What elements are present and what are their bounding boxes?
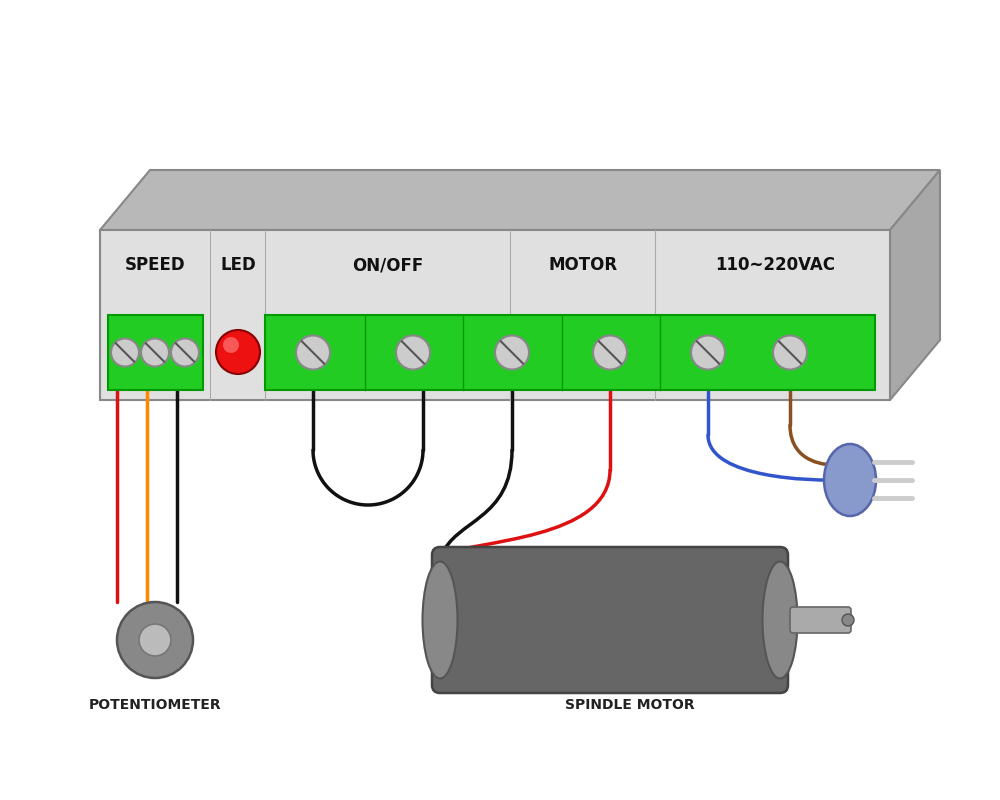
Text: SPINDLE MOTOR: SPINDLE MOTOR bbox=[565, 698, 695, 712]
Ellipse shape bbox=[422, 562, 458, 678]
Circle shape bbox=[117, 602, 193, 678]
Circle shape bbox=[593, 335, 627, 370]
Text: 110~220VAC: 110~220VAC bbox=[715, 256, 835, 274]
Text: LED: LED bbox=[220, 256, 256, 274]
FancyBboxPatch shape bbox=[432, 547, 788, 693]
Ellipse shape bbox=[824, 444, 876, 516]
Text: MOTOR: MOTOR bbox=[548, 256, 618, 274]
Text: POTENTIOMETER: POTENTIOMETER bbox=[89, 698, 221, 712]
Circle shape bbox=[139, 624, 171, 656]
FancyBboxPatch shape bbox=[790, 607, 851, 633]
Circle shape bbox=[495, 335, 529, 370]
Ellipse shape bbox=[763, 562, 798, 678]
FancyBboxPatch shape bbox=[265, 315, 875, 390]
Circle shape bbox=[842, 614, 854, 626]
Circle shape bbox=[141, 338, 169, 366]
Polygon shape bbox=[100, 170, 940, 230]
Text: SPEED: SPEED bbox=[125, 256, 185, 274]
Circle shape bbox=[223, 337, 239, 353]
Circle shape bbox=[171, 338, 199, 366]
FancyBboxPatch shape bbox=[108, 315, 203, 390]
Polygon shape bbox=[890, 170, 940, 400]
Circle shape bbox=[216, 330, 260, 374]
Circle shape bbox=[296, 335, 330, 370]
Circle shape bbox=[773, 335, 807, 370]
Text: ON/OFF: ON/OFF bbox=[352, 256, 424, 274]
FancyBboxPatch shape bbox=[100, 230, 890, 400]
Circle shape bbox=[396, 335, 430, 370]
Circle shape bbox=[691, 335, 725, 370]
Circle shape bbox=[111, 338, 139, 366]
